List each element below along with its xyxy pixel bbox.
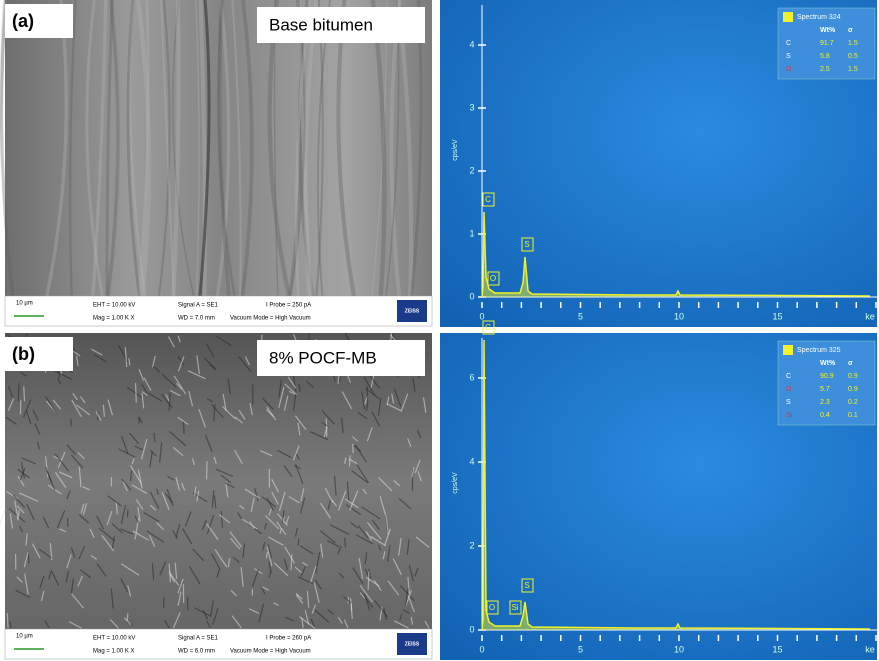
wrinkle (298, 539, 299, 546)
table-cell: 91.7 (820, 40, 834, 47)
wrinkle (139, 417, 140, 423)
vacuum: Vacuum Mode = High Vacuum (230, 649, 311, 655)
table-cell: C (786, 373, 791, 380)
figure: (a) Base bitumen 10 µm EHT = 10.00 kV Mag = … (0, 0, 879, 661)
peak-label: O (489, 603, 495, 612)
mag: Mag = 1.00 K X (93, 316, 135, 322)
x-tick-label: 10 (674, 644, 684, 654)
wd: WD = 7.0 mm (178, 316, 215, 322)
table-cell: 1.5 (848, 40, 858, 47)
peak-label: S (524, 581, 529, 590)
x-tick-label: 10 (674, 311, 684, 321)
y-axis-label: cps/eV (452, 472, 459, 494)
table-cell: 0.4 (820, 412, 830, 419)
x-tick-label: 5 (578, 311, 583, 321)
table-cell: O (786, 386, 792, 393)
signal: Signal A = SE1 (178, 303, 219, 309)
panel-caption: 8% POCF-MB (269, 348, 377, 367)
peak-label: O (490, 274, 496, 283)
table-header: Wt% (820, 360, 836, 367)
x-tick-label: 5 (578, 644, 583, 654)
x-tick-label: 15 (772, 311, 782, 321)
wrinkle (18, 383, 19, 401)
peak-label: S (524, 240, 529, 249)
wrinkle (7, 613, 8, 628)
table-cell: S (786, 53, 791, 60)
y-tick-label: 0 (469, 624, 474, 634)
x-tick-label: 0 (479, 644, 484, 654)
table-cell: 5.8 (820, 53, 830, 60)
legend-swatch (783, 345, 793, 355)
wd: WD = 6.0 mm (178, 649, 215, 655)
brand: ZEISS (405, 641, 420, 647)
table-cell: 2.3 (820, 399, 830, 406)
y-tick-label: 6 (469, 372, 474, 382)
wrinkle (351, 602, 352, 610)
table-header: σ (848, 360, 853, 367)
info-bar (5, 629, 432, 659)
eht: EHT = 10.00 kV (93, 636, 135, 642)
table-cell: 0.5 (848, 53, 858, 60)
scale: 10 µm (16, 301, 33, 307)
y-tick-label: 1 (469, 228, 474, 238)
peak-label: Si (511, 603, 518, 612)
x-tick-label: ke (865, 644, 875, 654)
y-tick-label: 2 (469, 540, 474, 550)
wrinkle (24, 386, 25, 401)
wrinkle (184, 421, 185, 434)
wrinkle (291, 554, 292, 570)
table-cell: 5.7 (820, 386, 830, 393)
wrinkle (0, 509, 5, 524)
peak-label: C (485, 195, 491, 204)
mag: Mag = 1.00 K X (93, 649, 135, 655)
table-cell: O (786, 66, 792, 73)
legend-title: Spectrum 325 (797, 347, 841, 354)
panel-label: (a) (12, 11, 34, 31)
scale: 10 µm (16, 634, 33, 640)
brand: ZEISS (405, 308, 420, 314)
wrinkle (349, 455, 350, 466)
table-cell: Si (786, 412, 793, 419)
table-cell: S (786, 399, 791, 406)
table-cell: C (786, 40, 791, 47)
wrinkle (345, 538, 346, 548)
y-tick-label: 0 (469, 291, 474, 301)
wrinkle (136, 383, 137, 403)
legend-title: Spectrum 324 (797, 14, 841, 21)
table-cell: 0.9 (848, 386, 858, 393)
vacuum: Vacuum Mode = High Vacuum (230, 316, 311, 322)
table-cell: 1.5 (848, 66, 858, 73)
wrinkle (367, 386, 368, 403)
peak-label: C (485, 323, 491, 332)
table-cell: 0.1 (848, 412, 858, 419)
table-cell: 2.5 (820, 66, 830, 73)
signal: Signal A = SE1 (178, 636, 219, 642)
table-cell: 0.2 (848, 399, 858, 406)
table-header: σ (848, 27, 853, 34)
wrinkle (127, 613, 128, 620)
x-tick-label: 0 (479, 311, 484, 321)
legend-swatch (783, 12, 793, 22)
probe: I Probe = 250 pA (266, 303, 311, 309)
probe: I Probe = 260 pA (266, 636, 311, 642)
panel-label: (b) (12, 344, 35, 364)
table-cell: 90.9 (820, 373, 834, 380)
table-header: Wt% (820, 27, 836, 34)
y-tick-label: 4 (469, 39, 474, 49)
x-tick-label: ke (865, 311, 875, 321)
y-tick-label: 4 (469, 456, 474, 466)
panel-caption: Base bitumen (269, 15, 373, 34)
y-tick-label: 3 (469, 102, 474, 112)
x-tick-label: 15 (772, 644, 782, 654)
table-cell: 0.9 (848, 373, 858, 380)
eht: EHT = 10.00 kV (93, 303, 135, 309)
wrinkle (67, 518, 68, 527)
y-axis-label: cps/eV (452, 139, 459, 161)
info-bar (5, 296, 432, 326)
y-tick-label: 2 (469, 165, 474, 175)
